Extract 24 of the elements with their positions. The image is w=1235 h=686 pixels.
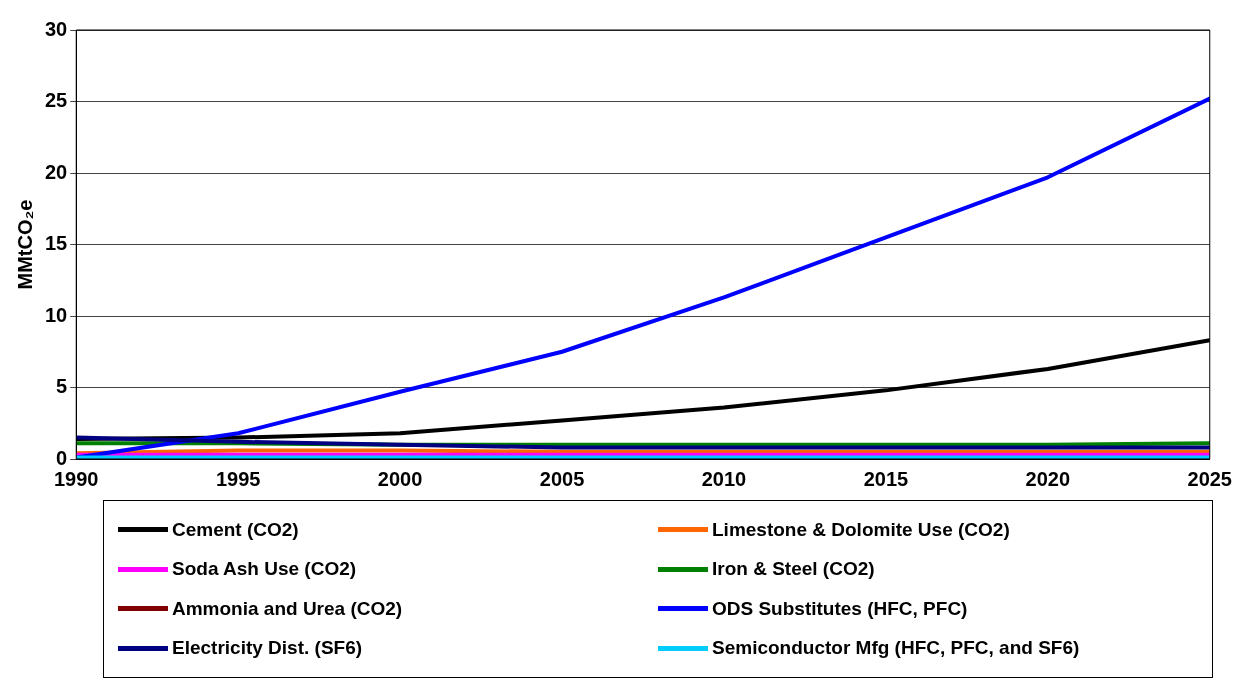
y-tick-label: 0	[56, 446, 68, 469]
legend-label: Limestone & Dolomite Use (CO2)	[712, 518, 1010, 541]
y-tick-label: 30	[45, 17, 68, 40]
x-tick-label: 2010	[701, 467, 747, 490]
x-tick-label: 2020	[1025, 467, 1071, 490]
x-tick-label: 2005	[539, 467, 585, 490]
y-tick-label: 5	[56, 375, 68, 398]
x-tick-label: 1990	[54, 467, 99, 490]
legend-label: Electricity Dist. (SF6)	[172, 637, 363, 660]
y-tick-label: 25	[45, 89, 68, 112]
y-tick-label: 10	[45, 303, 68, 326]
legend-label: ODS Substitutes (HFC, PFC)	[712, 597, 968, 620]
legend-label: Cement (CO2)	[172, 518, 299, 541]
legend-label: Iron & Steel (CO2)	[712, 558, 875, 581]
x-tick-label: 1995	[215, 467, 261, 490]
x-tick-label: 2000	[377, 467, 423, 490]
y-tick-label: 20	[45, 160, 68, 183]
x-tick-label: 2025	[1187, 467, 1232, 490]
y-tick-label: 15	[45, 232, 68, 255]
y-axis-title: MMtCO₂e	[13, 199, 36, 290]
legend-label: Semiconductor Mfg (HFC, PFC, and SF6)	[712, 637, 1080, 660]
x-tick-label: 2015	[863, 467, 909, 490]
legend-label: Soda Ash Use (CO2)	[172, 558, 357, 581]
legend-label: Ammonia and Urea (CO2)	[172, 597, 403, 620]
